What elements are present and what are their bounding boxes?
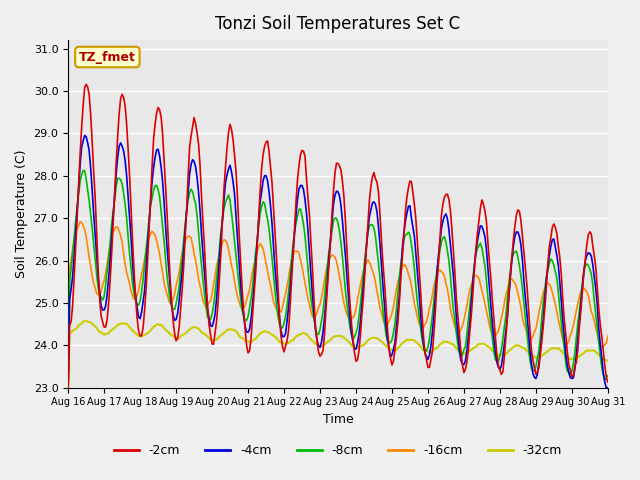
Legend: -2cm, -4cm, -8cm, -16cm, -32cm: -2cm, -4cm, -8cm, -16cm, -32cm	[109, 439, 567, 462]
Text: TZ_fmet: TZ_fmet	[79, 50, 136, 63]
X-axis label: Time: Time	[323, 413, 353, 426]
Y-axis label: Soil Temperature (C): Soil Temperature (C)	[15, 150, 28, 278]
Title: Tonzi Soil Temperatures Set C: Tonzi Soil Temperatures Set C	[216, 15, 461, 33]
